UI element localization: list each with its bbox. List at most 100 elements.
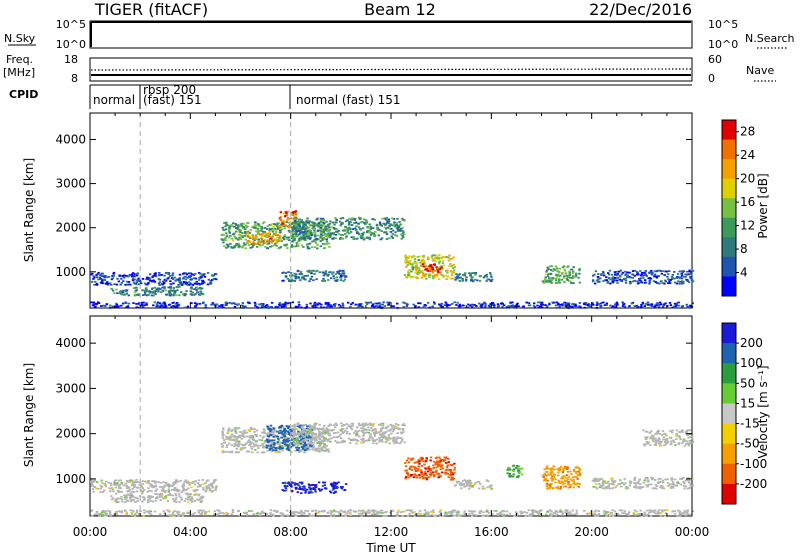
scatter-cell (320, 432, 324, 435)
scatter-cell (514, 305, 517, 308)
scatter-cell (252, 513, 255, 515)
scatter-cell (195, 303, 198, 306)
scatter-cell (508, 512, 512, 515)
scatter-cell (485, 273, 488, 276)
scatter-cell (375, 228, 379, 230)
nsky-label: N.Sky (4, 32, 36, 45)
scatter-cell (563, 275, 566, 278)
scatter-cell (209, 483, 212, 486)
scatter-cell (123, 293, 127, 296)
scatter-cell (501, 514, 504, 516)
scatter-cell (166, 509, 170, 512)
scatter-cell (261, 431, 264, 434)
scatter-cell (433, 276, 436, 278)
scatter-cell (624, 274, 627, 276)
scatter-cell (127, 302, 131, 305)
scatter-cell (199, 272, 202, 275)
scatter-cell (242, 435, 245, 438)
scatter-cell (286, 447, 289, 450)
scatter-cell (279, 238, 282, 241)
scatter-cell (299, 485, 302, 488)
scatter-cell (312, 226, 315, 229)
scatter-cell (349, 514, 352, 516)
scatter-cell (276, 442, 279, 445)
scatter-cell (254, 221, 257, 224)
scatter-cell (100, 275, 104, 278)
scatter-cell (234, 223, 237, 225)
scatter-cell (371, 218, 374, 221)
scatter-cell (465, 276, 468, 279)
scatter-cell (357, 509, 360, 512)
scatter-cell (305, 226, 308, 228)
scatter-cell (657, 275, 660, 277)
scatter-cell (607, 272, 610, 274)
scatter-cell (605, 276, 608, 279)
scatter-cell (402, 306, 405, 308)
scatter-cell (324, 270, 328, 273)
scatter-cell (139, 281, 142, 284)
scatter-cell (545, 306, 548, 309)
scatter-cell (193, 282, 196, 285)
scatter-cell (482, 511, 485, 514)
scatter-cell (152, 304, 155, 307)
scatter-cell (146, 501, 150, 504)
scatter-cell (234, 303, 237, 305)
scatter-cell (281, 425, 284, 428)
scatter-cell (463, 512, 466, 515)
scatter-cell (597, 513, 601, 515)
scatter-cell (321, 280, 324, 282)
scatter-cell (305, 234, 308, 237)
scatter-cell (259, 233, 262, 236)
scatter-cell (225, 246, 228, 249)
scatter-cell (615, 270, 619, 273)
scatter-cell (336, 270, 339, 273)
scatter-cell (328, 434, 332, 437)
scatter-cell (371, 424, 375, 427)
scatter-cell (290, 451, 293, 454)
scatter-cell (166, 277, 169, 280)
scatter-cell (288, 226, 292, 228)
scatter-cell (138, 512, 141, 515)
scatter-cell (171, 274, 174, 277)
scatter-cell (446, 472, 450, 475)
scatter-cell (415, 269, 418, 272)
scatter-cell (279, 231, 282, 234)
scatter-cell (578, 281, 581, 284)
scatter-cell (138, 280, 142, 282)
scatter-cell (347, 424, 351, 427)
scatter-cell (348, 509, 352, 512)
scatter-cell (624, 282, 628, 284)
scatter-cell (453, 509, 457, 512)
scatter-cell (199, 286, 202, 289)
scatter-cell (297, 240, 300, 242)
scatter-cell (195, 488, 198, 491)
scatter-cell (413, 511, 416, 513)
scatter-cell (648, 304, 652, 307)
scatter-cell (243, 243, 246, 246)
scatter-cell (431, 271, 435, 274)
scatter-cell (602, 280, 605, 282)
scatter-cell (191, 500, 194, 503)
scatter-cell (298, 488, 301, 490)
scatter-cell (222, 241, 225, 244)
scatter-cell (620, 279, 623, 282)
scatter-cell (344, 226, 348, 228)
scatter-cell (157, 290, 160, 293)
scatter-cell (632, 280, 635, 283)
scatter-cell (396, 513, 399, 516)
scatter-cell (346, 510, 350, 513)
scatter-cell (265, 514, 269, 517)
scatter-cell (489, 280, 492, 282)
scatter-cell (366, 231, 369, 234)
scatter-cell (329, 304, 332, 306)
scatter-cell (318, 450, 321, 452)
scatter-cell (269, 445, 272, 448)
scatter-cell (300, 229, 303, 232)
scatter-cell (441, 514, 445, 517)
scatter-cell (306, 439, 310, 442)
scatter-cell (302, 485, 305, 488)
cpid-segment-1: normal (93, 93, 135, 107)
scatter-cell (302, 225, 305, 228)
scatter-cell (281, 435, 284, 438)
scatter-cell (180, 497, 183, 499)
